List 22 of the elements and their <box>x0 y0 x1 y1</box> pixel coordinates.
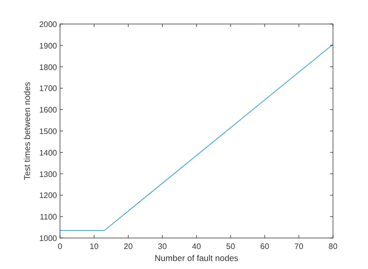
y-tick-label: 1900 <box>39 41 58 50</box>
x-tick-label: 20 <box>124 242 134 251</box>
y-tick-label: 1400 <box>39 148 58 158</box>
y-tick-label: 1700 <box>39 84 58 94</box>
y-tick-label: 1000 <box>39 234 58 243</box>
y-tick-label: 1100 <box>40 212 58 222</box>
x-tick-label: 60 <box>260 242 270 251</box>
x-tick-label: 40 <box>192 242 202 251</box>
x-tick-label: 70 <box>294 242 304 251</box>
y-axis-title: Test times between nodes <box>22 82 32 180</box>
y-tick-label: 1200 <box>39 191 58 200</box>
y-tick-label: 2000 <box>39 20 58 29</box>
y-tick-label: 1800 <box>39 62 58 72</box>
x-tick-label: 0 <box>58 242 63 251</box>
y-tick-label: 1600 <box>39 106 58 115</box>
y-tick-label: 1300 <box>39 170 58 179</box>
x-axis-title: Number of fault nodes <box>154 253 238 263</box>
x-tick-label: 50 <box>226 242 236 251</box>
x-tick-label: 30 <box>158 242 168 251</box>
y-tick-label: 1500 <box>39 127 58 136</box>
x-tick-label: 10 <box>90 242 100 251</box>
x-tick-label: 80 <box>328 242 338 251</box>
